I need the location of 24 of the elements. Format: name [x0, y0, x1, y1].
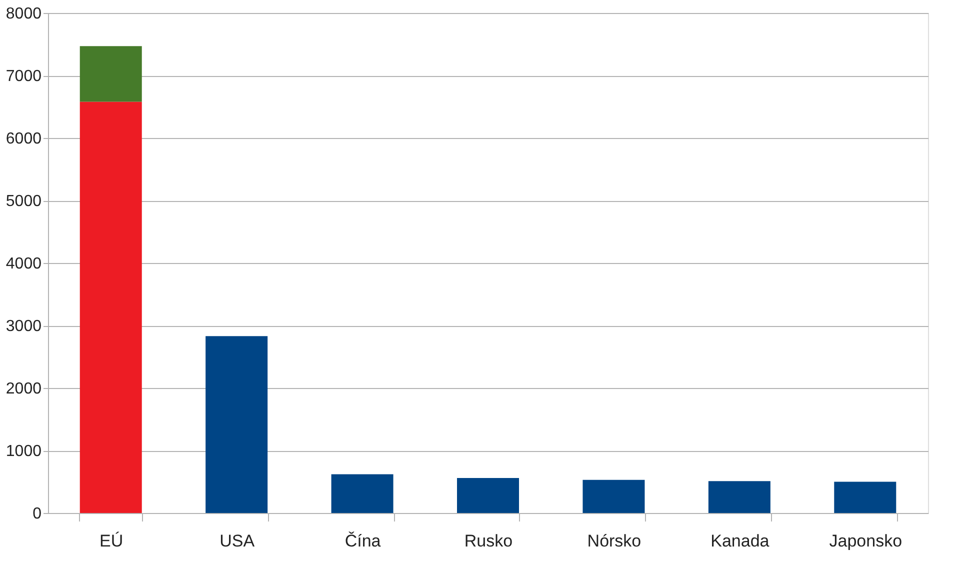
y-tick-label: 7000	[6, 68, 42, 85]
bar	[708, 481, 770, 513]
bar	[206, 336, 268, 513]
bar	[834, 482, 896, 513]
x-tick-label: Japonsko	[829, 532, 902, 550]
x-tick-label: Kanada	[710, 532, 770, 550]
y-tick-label: 3000	[6, 318, 42, 335]
y-tick-label: 6000	[6, 130, 42, 148]
y-tick-label: 5000	[6, 193, 42, 210]
bar	[331, 474, 394, 513]
bar	[80, 102, 142, 513]
y-tick-label: 8000	[6, 6, 42, 22]
x-tick-label: EÚ	[100, 532, 124, 550]
bar	[80, 46, 142, 102]
x-tick-label: USA	[220, 532, 256, 550]
x-tick-label: Čína	[344, 532, 382, 550]
x-tick-label: Nórsko	[587, 532, 642, 550]
y-tick-label: 0	[32, 506, 42, 522]
y-tick-label: 4000	[6, 256, 42, 272]
bar	[582, 480, 645, 513]
x-tick-label: Rusko	[464, 532, 513, 550]
y-tick-label: 1000	[6, 443, 42, 460]
y-tick-label: 2000	[6, 380, 42, 398]
bar	[457, 478, 519, 513]
